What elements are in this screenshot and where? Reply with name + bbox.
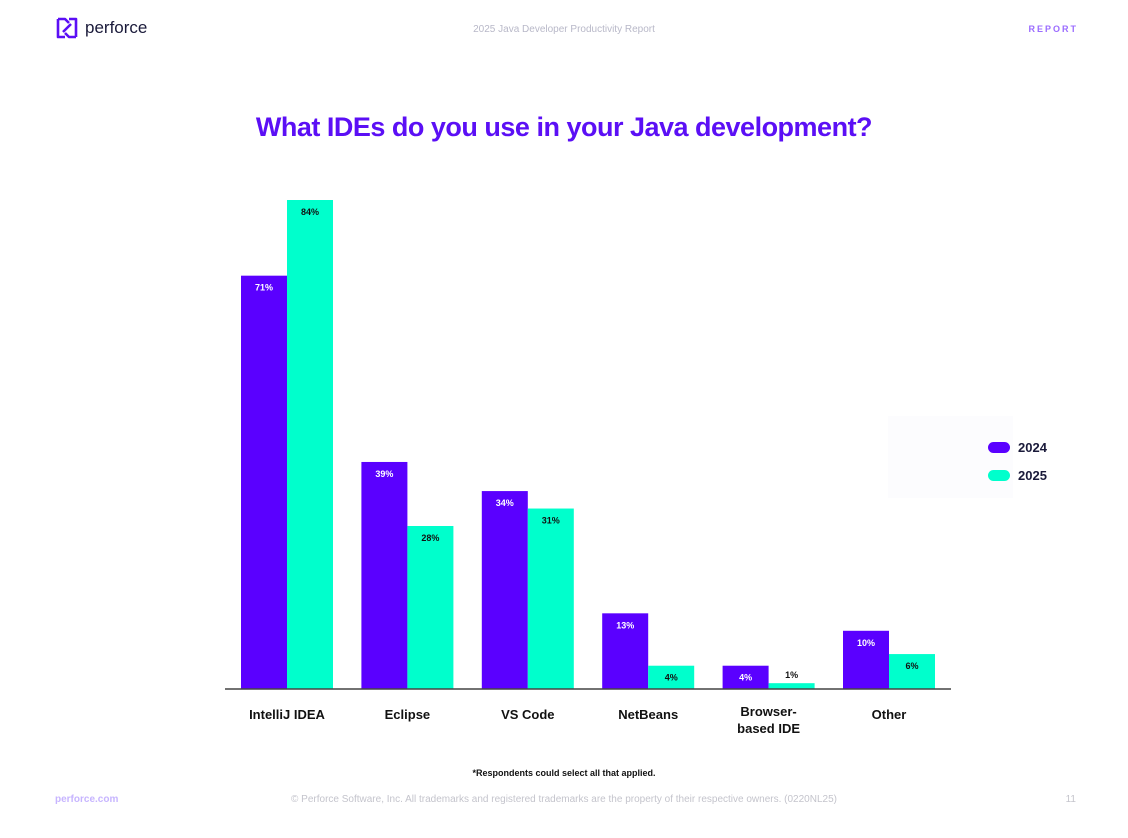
- data-label: 13%: [616, 620, 634, 630]
- bar-2025: [768, 683, 815, 689]
- bar-2025: [287, 200, 333, 689]
- bar-2025: [527, 508, 574, 689]
- legend-label: 2025: [1018, 468, 1047, 483]
- data-label: 84%: [301, 207, 319, 217]
- x-tick-label: IntelliJ IDEA: [249, 707, 325, 722]
- x-tick-label: Other: [872, 707, 907, 722]
- bar-2024: [602, 613, 649, 689]
- bar-2024: [361, 461, 408, 689]
- bar-2025: [648, 665, 695, 689]
- x-tick-label: VS Code: [501, 707, 554, 722]
- x-tick-label: Eclipse: [385, 707, 431, 722]
- bar-2024: [241, 275, 287, 689]
- data-label: 6%: [905, 661, 918, 671]
- legend-item-2025: 2025: [988, 468, 1047, 483]
- bar-2024: [722, 665, 769, 689]
- data-label: 31%: [542, 516, 560, 526]
- perforce-logo-icon: [56, 17, 78, 39]
- page-number: 11: [1065, 794, 1076, 805]
- data-label: 4%: [739, 673, 752, 683]
- data-label: 71%: [255, 283, 273, 293]
- brand-name: perforce: [85, 18, 148, 37]
- x-tick-label: Browser-based IDE: [737, 704, 800, 736]
- bar-2024: [843, 630, 889, 689]
- bar-2025: [889, 654, 935, 689]
- data-label: 28%: [421, 533, 439, 543]
- legend-swatch-2024: [988, 442, 1010, 453]
- legend-item-2024: 2024: [988, 440, 1047, 455]
- data-label: 4%: [665, 673, 678, 683]
- chart-title: What IDEs do you use in your Java develo…: [255, 112, 873, 142]
- data-label: 34%: [496, 498, 514, 508]
- data-label: 1%: [785, 670, 798, 680]
- data-label: 39%: [375, 469, 393, 479]
- legend-label: 2024: [1018, 440, 1047, 455]
- bar-2025: [407, 526, 454, 689]
- data-label: 10%: [857, 638, 875, 648]
- bar-2024: [481, 491, 528, 689]
- legend: 2024 2025: [888, 416, 1047, 498]
- x-tick-label: NetBeans: [618, 707, 678, 722]
- legend-swatch-2025: [988, 470, 1010, 481]
- section-label: REPORT: [1028, 24, 1078, 34]
- footnote: *Respondents could select all that appli…: [472, 768, 656, 778]
- footer-copyright: © Perforce Software, Inc. All trademarks…: [291, 794, 837, 805]
- footer-site-link[interactable]: perforce.com: [55, 794, 119, 805]
- document-title: 2025 Java Developer Productivity Report: [473, 24, 655, 35]
- perforce-logo: perforce: [55, 17, 147, 39]
